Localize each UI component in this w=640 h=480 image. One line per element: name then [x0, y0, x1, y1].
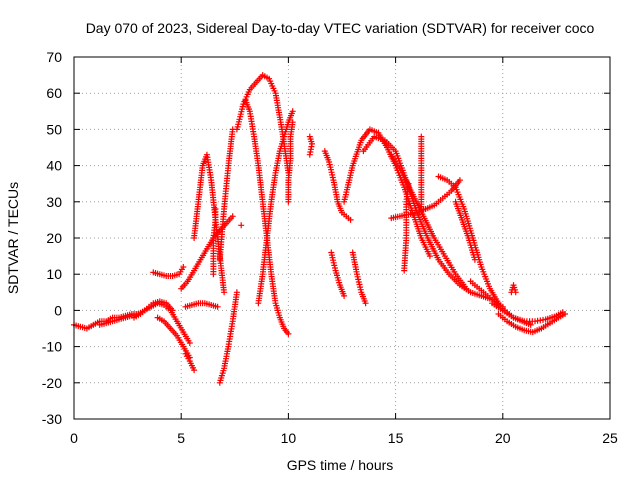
data-marker-path	[489, 300, 566, 325]
series-drop-13	[349, 249, 369, 307]
series-climb-7b	[216, 126, 236, 263]
series-arc-17-19	[435, 173, 502, 307]
y-tick-label: -30	[42, 411, 62, 427]
data-marker-path	[328, 249, 348, 299]
x-tick-label: 5	[177, 430, 185, 446]
data-marker-path	[210, 206, 219, 278]
chart-title: Day 070 of 2023, Sidereal Day-to-day VTE…	[86, 20, 595, 36]
data-marker-path	[238, 222, 245, 229]
x-tick-label: 15	[388, 430, 404, 446]
series-rise-9	[255, 108, 296, 307]
y-tick-label: -10	[42, 339, 62, 355]
data-marker-path	[216, 126, 236, 263]
x-tick-label: 10	[281, 430, 297, 446]
data-marker-path	[154, 314, 193, 361]
y-tick-label: 0	[54, 302, 62, 318]
data-marker-path	[255, 108, 296, 307]
data-marker-path	[150, 264, 187, 279]
data-marker-path	[182, 350, 198, 374]
y-tick-label: 50	[46, 121, 62, 137]
x-axis-title: GPS time / hours	[287, 457, 394, 473]
series-climb-7	[216, 289, 240, 386]
series-bump-4	[150, 264, 187, 279]
series-spike-20.5	[508, 282, 519, 296]
x-tick-label: 0	[70, 430, 78, 446]
series-cluster-11.8	[321, 148, 354, 223]
y-tick-label: -20	[42, 375, 62, 391]
series-lonely-down	[182, 350, 198, 374]
series-flat-6	[182, 300, 221, 310]
y-tick-label: 40	[46, 158, 62, 174]
series-col-10	[285, 119, 296, 205]
x-tick-label: 20	[495, 430, 511, 446]
y-tick-label: 10	[46, 266, 62, 282]
data-marker-path	[349, 249, 369, 307]
series-seg-18	[452, 198, 478, 263]
y-tick-label: 30	[46, 194, 62, 210]
series-spike-6.6	[210, 206, 219, 278]
series-tail-20-23b	[489, 300, 566, 325]
series-hump-4	[131, 298, 176, 321]
series-lone-7.8	[238, 222, 245, 229]
data-marker-path	[131, 298, 176, 321]
series-drop-12	[328, 249, 348, 299]
data-layer	[71, 72, 568, 386]
tick-layer: 0 5 10 15 20 25 -30 -20 -10 0 10 20 30 40 50 60 70	[42, 49, 618, 446]
data-marker-path	[321, 148, 354, 223]
y-tick-label: 20	[46, 230, 62, 246]
data-marker-path	[508, 282, 519, 296]
data-marker-path	[306, 133, 315, 158]
y-tick-label: 60	[46, 85, 62, 101]
data-marker-path	[182, 300, 221, 310]
data-marker-path	[435, 173, 502, 307]
data-marker-path	[285, 119, 296, 205]
series-pair-11	[306, 133, 315, 158]
y-tick-label: 70	[46, 49, 62, 65]
series-descend-to-5	[154, 314, 193, 361]
data-marker-path	[452, 198, 478, 263]
x-tick-label: 25	[602, 430, 618, 446]
data-marker-path	[216, 289, 240, 386]
y-axis-title: SDTVAR / TECUs	[5, 182, 21, 294]
